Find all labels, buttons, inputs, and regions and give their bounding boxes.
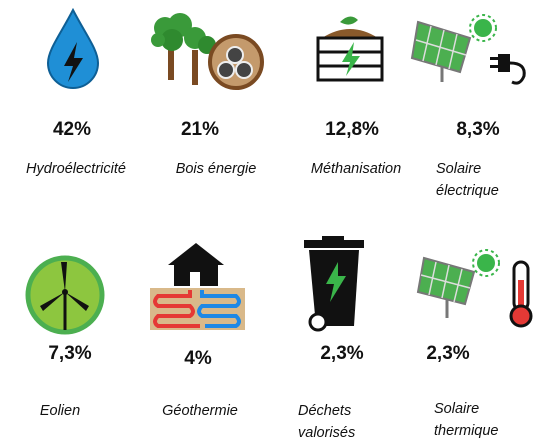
label: Géothermie xyxy=(162,403,238,419)
label: thermique xyxy=(434,423,498,439)
icon-solaire-thermique-part xyxy=(509,304,533,328)
icon-solaire-electrique-part xyxy=(498,54,510,72)
icon-solaire-electrique-part xyxy=(469,14,497,42)
icon-hydro-part xyxy=(46,7,100,89)
icon-solaire-thermique-part xyxy=(420,261,471,303)
icon-bois xyxy=(151,13,264,90)
icon-solaire-thermique-part xyxy=(518,280,524,310)
label: Méthanisation xyxy=(311,161,401,177)
icon-dechets xyxy=(304,236,364,332)
icon-solaire-thermique-part xyxy=(477,254,495,272)
value: 2,3% xyxy=(426,343,469,364)
icon-geothermie-part xyxy=(153,290,200,328)
icon-solaire-electrique-part xyxy=(490,57,498,60)
icon-solaire-thermique-part xyxy=(472,249,500,277)
value: 4% xyxy=(184,348,212,369)
icon-dechets-part xyxy=(304,240,364,248)
label: électrique xyxy=(436,183,499,199)
value: 8,3% xyxy=(456,119,499,140)
icon-methanisation-part xyxy=(340,16,358,25)
value: 7,3% xyxy=(48,343,91,364)
label: Déchets xyxy=(298,403,351,419)
icon-solaire-electrique-part xyxy=(474,19,492,37)
value: 2,3% xyxy=(320,343,363,364)
label: Bois énergie xyxy=(176,161,257,177)
label: Hydroélectricité xyxy=(26,161,126,177)
icon-geothermie-part xyxy=(197,290,241,328)
icon-eolien-part xyxy=(62,289,68,295)
icon-dechets-part xyxy=(322,236,344,241)
value: 21% xyxy=(181,119,219,140)
icon-solaire-thermique xyxy=(416,249,533,328)
icon-solaire-electrique-part xyxy=(490,65,498,68)
label: Eolien xyxy=(40,403,80,419)
icon-bois-part xyxy=(226,46,244,64)
icon-geothermie-part xyxy=(190,272,200,286)
icon-solaire-electrique xyxy=(410,14,526,85)
icon-bois-part xyxy=(168,40,174,80)
icon-dechets-part xyxy=(308,312,328,332)
icon-methanisation-part xyxy=(322,29,378,38)
icon-bois-part xyxy=(151,33,165,47)
icon-methanisation xyxy=(316,16,384,82)
icon-solaire-electrique-part xyxy=(415,25,467,70)
label: Solaire xyxy=(434,401,479,417)
value: 42% xyxy=(53,119,91,140)
icon-hydro-part xyxy=(64,42,83,82)
icon-solaire-electrique-part xyxy=(509,61,526,85)
icon-bois-part xyxy=(161,29,183,51)
icon-eolien xyxy=(25,255,105,335)
label: Solaire xyxy=(436,161,481,177)
icon-hydro xyxy=(46,7,100,89)
label: valorisés xyxy=(298,425,355,439)
icon-eolien-part xyxy=(40,262,89,311)
icon-dechets-part xyxy=(326,262,346,302)
icon-bois-part xyxy=(192,50,198,85)
icon-bois-part xyxy=(235,61,253,79)
icon-bois-part xyxy=(217,61,235,79)
value: 12,8% xyxy=(325,119,379,140)
icon-methanisation-part xyxy=(342,42,360,76)
icon-geothermie-part xyxy=(168,243,224,265)
icon-geothermie xyxy=(150,243,245,330)
